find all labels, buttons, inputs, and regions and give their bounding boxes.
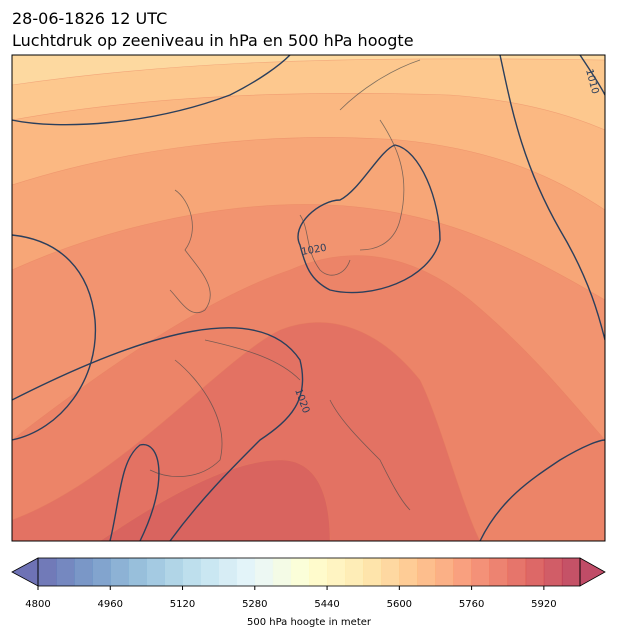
colorbar-bin (236, 558, 256, 586)
colorbar-bin (309, 558, 328, 586)
colorbar-bin (146, 558, 165, 586)
map-field (12, 55, 605, 541)
colorbar-extend-low (11, 557, 39, 587)
colorbar-tick-label: 4800 (25, 599, 50, 610)
colorbar-bin (290, 558, 310, 586)
colorbar-bin (525, 558, 545, 586)
colorbar-bin (218, 558, 238, 586)
colorbar-bin (363, 558, 382, 586)
colorbar-bin (399, 558, 418, 586)
colorbar-bin (128, 558, 147, 586)
colorbar-bin (164, 558, 183, 586)
colorbar-tick-label: 5440 (314, 599, 339, 610)
colorbar-frame (37, 557, 581, 587)
colorbar-bin (254, 558, 274, 586)
colorbar-bin (489, 558, 509, 586)
colorbar-tick-label: 5280 (242, 599, 267, 610)
colorbar-tick-label: 5600 (387, 599, 412, 610)
contour-label: 1020 (301, 243, 328, 258)
date-title: 28-06-1826 12 UTC (12, 9, 167, 28)
colorbar-bin (381, 558, 400, 586)
colorbar-bin (345, 558, 364, 586)
colorbar-tick-label: 5120 (170, 599, 195, 610)
colorbar-bin (453, 558, 472, 586)
map-title: Luchtdruk op zeeniveau in hPa en 500 hPa… (12, 31, 414, 50)
colorbar-bin (182, 558, 201, 586)
colorbar-bin (435, 558, 454, 586)
colorbar-bin (417, 558, 436, 586)
colorbar-tick-label: 4960 (98, 599, 123, 610)
colorbar-bin (56, 558, 75, 586)
colorbar-extend-high (579, 557, 606, 587)
colorbar-bin (200, 558, 219, 586)
colorbar-bin (543, 558, 563, 586)
colorbar-tick-label: 5760 (459, 599, 484, 610)
colorbar-bin (38, 558, 57, 586)
colorbar-bin (471, 558, 490, 586)
map-frame (11, 54, 606, 542)
colorbar-label: 500 hPa hoogte in meter (247, 617, 372, 628)
colorbar-bin (507, 558, 527, 586)
colorbar-bin (561, 558, 581, 586)
colorbar-bin (74, 558, 93, 586)
colorbar: 4800 4960 5120 5280 5440 5600 5760 5920 (11, 557, 606, 610)
colorbar-bin (272, 558, 292, 586)
colorbar-bin (110, 558, 129, 586)
colorbar-tick-label: 5920 (531, 599, 556, 610)
colorbar-bin (327, 558, 346, 586)
colorbar-bin (92, 558, 111, 586)
